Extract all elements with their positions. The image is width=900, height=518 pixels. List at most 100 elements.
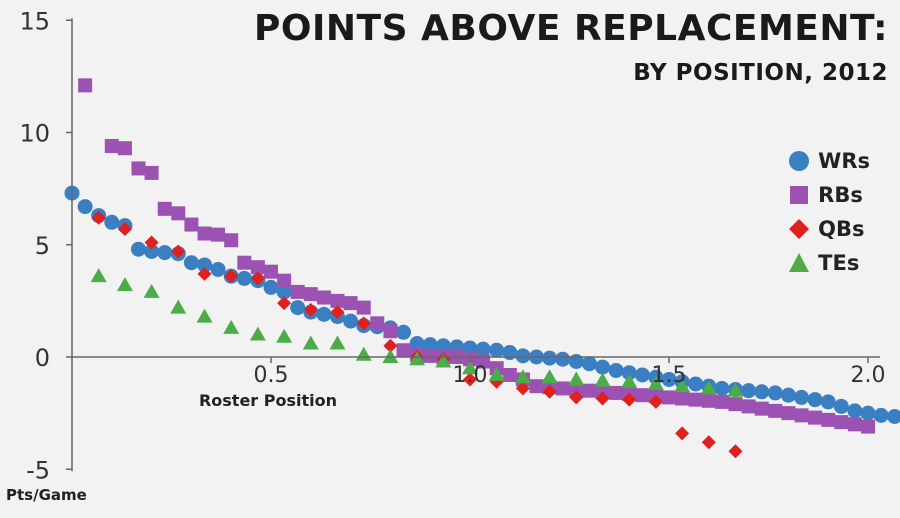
y-tick-label: 0 <box>35 344 50 372</box>
y-tick-label: 15 <box>19 7 50 35</box>
point-tes <box>329 335 346 350</box>
y-tick-label: 10 <box>19 120 50 148</box>
point-rbs <box>502 367 517 382</box>
point-qbs <box>91 210 106 225</box>
triangle-icon <box>789 253 810 272</box>
point-tes <box>514 369 531 384</box>
point-rbs <box>821 412 836 427</box>
point-qbs <box>277 296 292 311</box>
point-qbs <box>542 384 557 399</box>
point-wrs <box>794 389 810 405</box>
point-qbs <box>675 426 690 441</box>
point-tes <box>143 283 160 298</box>
point-qbs <box>463 372 477 387</box>
point-wrs <box>157 245 173 261</box>
point-qbs <box>356 316 371 331</box>
point-rbs <box>555 381 570 396</box>
point-wrs <box>183 255 199 271</box>
point-rbs <box>264 264 278 279</box>
chart-subtitle: BY POSITION, 2012 <box>633 60 888 86</box>
point-wrs <box>754 384 770 400</box>
legend-item-rbs: RBs <box>788 178 870 212</box>
point-qbs <box>224 269 239 284</box>
y-tick-label: -5 <box>26 456 50 484</box>
point-tes <box>276 328 293 343</box>
point-qbs <box>144 235 159 250</box>
square-icon <box>790 186 809 204</box>
point-wrs <box>263 279 279 295</box>
x-tick-label: 0.5 <box>254 363 289 388</box>
point-rbs <box>847 417 862 432</box>
point-tes <box>568 371 585 386</box>
point-tes <box>302 335 319 350</box>
point-tes <box>170 299 187 314</box>
point-rbs <box>714 394 729 409</box>
point-tes <box>196 308 213 323</box>
point-rbs <box>171 206 186 221</box>
legend-item-qbs: QBs <box>788 212 870 246</box>
point-rbs <box>250 260 265 275</box>
legend-label-rbs: RBs <box>818 183 863 207</box>
point-tes <box>435 353 452 368</box>
legend-label-wrs: WRs <box>818 149 870 173</box>
point-rbs <box>768 403 783 418</box>
point-rbs <box>754 401 769 416</box>
point-rbs <box>343 296 358 311</box>
point-rbs <box>675 391 690 406</box>
point-wrs <box>475 341 491 357</box>
point-wrs <box>210 261 226 277</box>
point-qbs <box>197 266 212 281</box>
point-qbs <box>515 381 530 396</box>
point-tes <box>382 349 399 363</box>
point-tes <box>90 268 107 283</box>
point-tes <box>700 380 717 395</box>
point-tes <box>409 351 426 366</box>
point-wrs <box>873 407 889 423</box>
point-qbs <box>117 222 132 237</box>
point-rbs <box>277 273 292 288</box>
point-wrs <box>343 313 359 329</box>
point-rbs <box>356 300 371 315</box>
point-rbs <box>834 415 849 430</box>
point-wrs <box>714 380 730 396</box>
point-wrs <box>634 367 650 383</box>
point-wrs <box>435 338 451 354</box>
circle-icon <box>789 151 810 171</box>
point-tes <box>249 326 266 341</box>
point-wrs <box>820 394 836 410</box>
point-wrs <box>608 362 624 378</box>
y-axis-label: Pts/Game <box>6 486 87 504</box>
point-rbs <box>741 399 756 414</box>
point-wrs <box>422 337 438 353</box>
point-tes <box>594 372 611 387</box>
point-wrs <box>595 359 611 375</box>
point-rbs <box>396 343 411 358</box>
point-rbs <box>211 227 226 242</box>
point-rbs <box>117 141 132 156</box>
point-wrs <box>290 300 306 316</box>
point-wrs <box>409 336 425 352</box>
point-rbs <box>237 255 252 270</box>
point-rbs <box>303 287 318 302</box>
point-wrs <box>197 257 213 273</box>
point-qbs <box>171 244 186 259</box>
data-marks <box>64 78 900 459</box>
point-wrs <box>833 398 849 414</box>
point-wrs <box>780 387 796 403</box>
point-wrs <box>515 348 531 364</box>
x-tick-label: 2.0 <box>851 363 886 388</box>
point-tes <box>727 382 744 397</box>
point-wrs <box>688 376 704 392</box>
point-tes <box>116 277 133 292</box>
point-rbs <box>144 165 159 180</box>
point-wrs <box>661 371 677 387</box>
point-wrs <box>462 340 478 356</box>
point-wrs <box>767 385 783 401</box>
point-rbs <box>330 293 345 308</box>
legend-item-tes: TEs <box>788 246 870 280</box>
point-qbs <box>622 392 637 407</box>
point-rbs <box>728 397 743 412</box>
point-tes <box>462 360 478 375</box>
point-wrs <box>581 356 597 372</box>
point-rbs <box>104 138 119 153</box>
